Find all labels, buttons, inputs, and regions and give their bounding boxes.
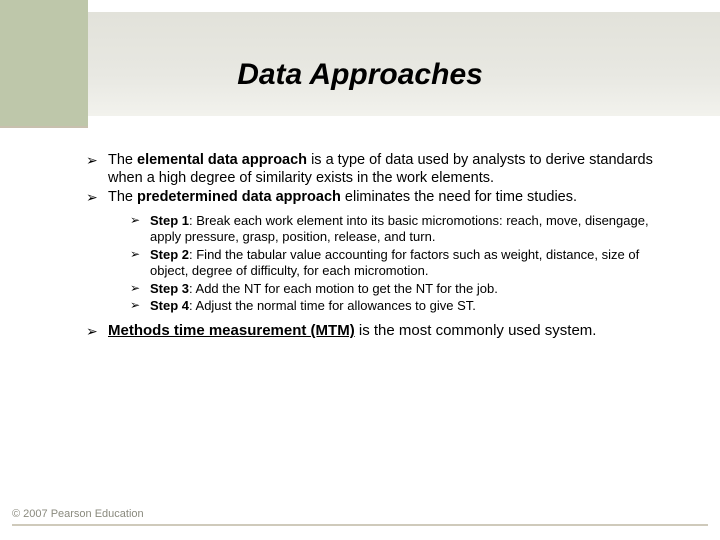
bullet-1-bold: elemental data approach [137,152,307,168]
chevron-right-icon: ➢ [130,298,140,313]
chevron-right-icon: ➢ [86,152,98,169]
slide-body: ➢ The elemental data approach is a type … [86,152,676,341]
chevron-right-icon: ➢ [130,213,140,228]
step-2-label: Step 2 [150,247,189,262]
step-4-label: Step 4 [150,298,189,313]
footer-divider [12,524,708,526]
chevron-right-icon: ➢ [86,189,98,206]
step-1: ➢ Step 1: Break each work element into i… [130,213,676,245]
chevron-right-icon: ➢ [130,281,140,296]
bullet-2-bold: predetermined data approach [137,189,341,205]
bullet-3-bold: Methods time measurement (MTM) [108,322,355,339]
step-1-text: : Break each work element into its basic… [150,213,649,244]
bullet-1-pre: The [108,152,137,168]
steps-list: ➢ Step 1: Break each work element into i… [86,213,676,314]
step-1-label: Step 1 [150,213,189,228]
step-2-text: : Find the tabular value accounting for … [150,247,639,278]
bullet-3-post: is the most commonly used system. [355,322,597,339]
bullet-2: ➢ The predetermined data approach elimin… [86,189,676,207]
slide-title: Data Approaches [0,58,720,92]
step-3-label: Step 3 [150,281,189,296]
step-4: ➢ Step 4: Adjust the normal time for all… [130,298,676,314]
bullet-2-post: eliminates the need for time studies. [341,189,577,205]
chevron-right-icon: ➢ [86,323,98,340]
bullet-2-pre: The [108,189,137,205]
step-2: ➢ Step 2: Find the tabular value account… [130,247,676,279]
bullet-1: ➢ The elemental data approach is a type … [86,152,676,187]
step-4-text: : Adjust the normal time for allowances … [189,298,476,313]
copyright-footer: © 2007 Pearson Education [12,508,144,520]
step-3: ➢ Step 3: Add the NT for each motion to … [130,281,676,297]
step-3-text: : Add the NT for each motion to get the … [189,281,498,296]
bullet-3: ➢ Methods time measurement (MTM) is the … [86,322,676,340]
chevron-right-icon: ➢ [130,247,140,262]
